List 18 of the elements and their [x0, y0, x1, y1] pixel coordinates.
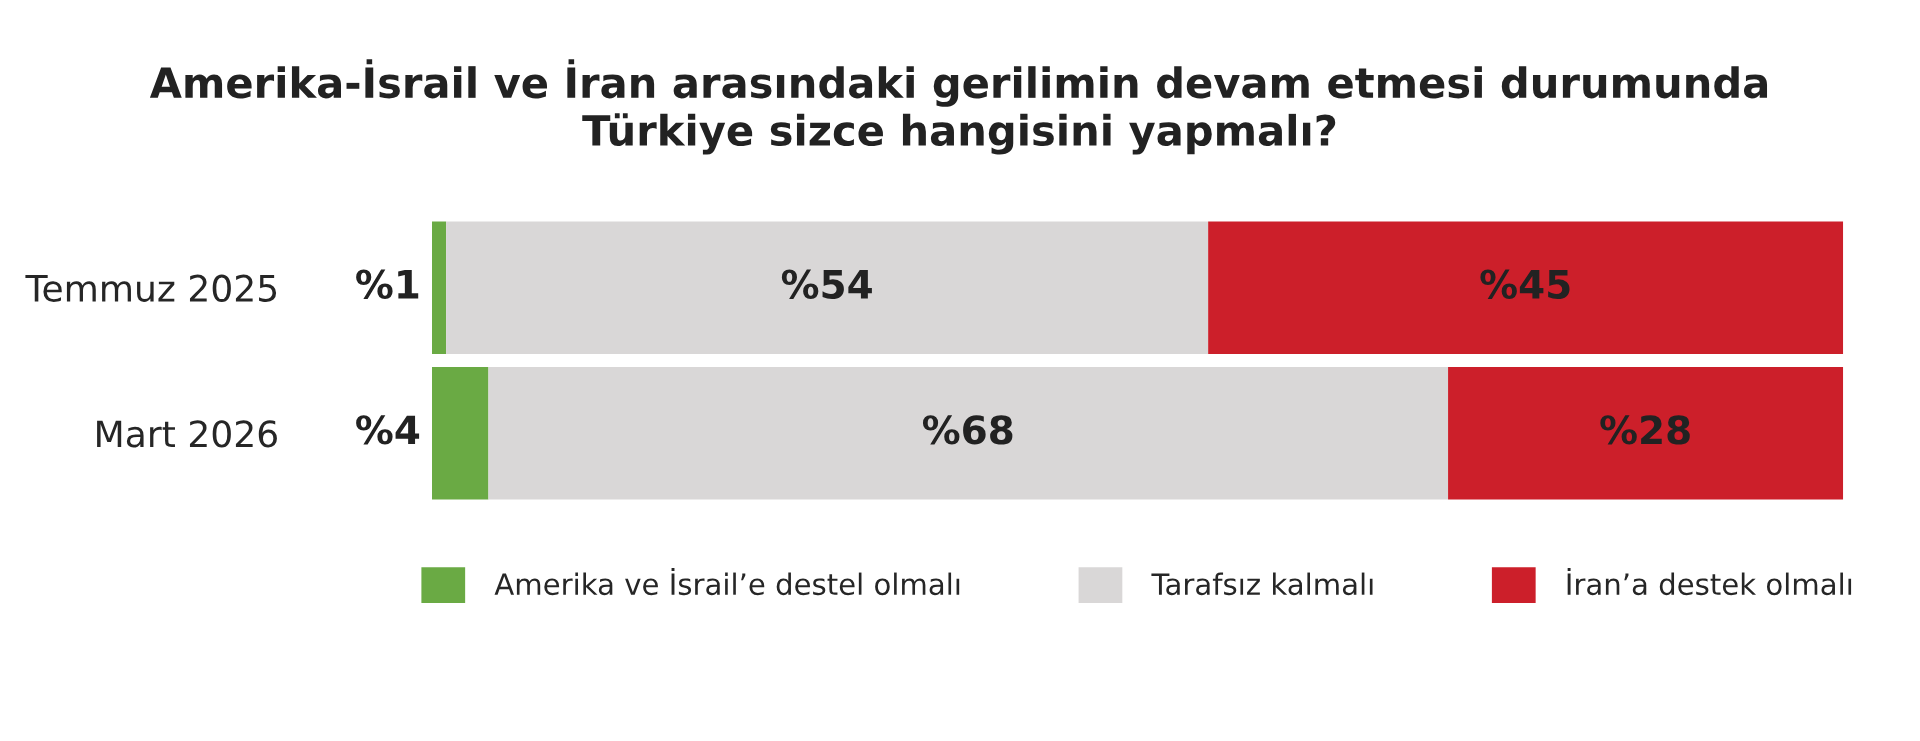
bar — [1208, 221, 1844, 354]
legend-label: İran’a destek olmalı — [1567, 568, 1852, 596]
bar — [446, 221, 1209, 354]
bar — [432, 367, 489, 500]
y-tick-label: Temmuz 2025 — [25, 274, 277, 302]
data-label: %45 — [1480, 269, 1570, 299]
bar — [1448, 367, 1844, 500]
data-label: %68 — [922, 415, 1013, 445]
chart-title: Amerika-İsrail ve İran arasındaki gerilimin devam etmesi durumunda Türkiye sizce hangisini yapmalı? — [149, 59, 1768, 155]
bar — [432, 221, 447, 354]
legend-label: Amerika ve İsrail’e destel olmalı — [494, 568, 960, 596]
y-tick-label: Mart 2026 — [97, 420, 277, 448]
data-label: %54 — [781, 269, 872, 299]
data-label: %4 — [356, 415, 420, 445]
data-label: %28 — [1600, 415, 1690, 445]
bar — [488, 367, 1449, 500]
data-label: %1 — [356, 269, 419, 299]
legend-label: Tarafsız kalmalı — [1151, 572, 1373, 596]
